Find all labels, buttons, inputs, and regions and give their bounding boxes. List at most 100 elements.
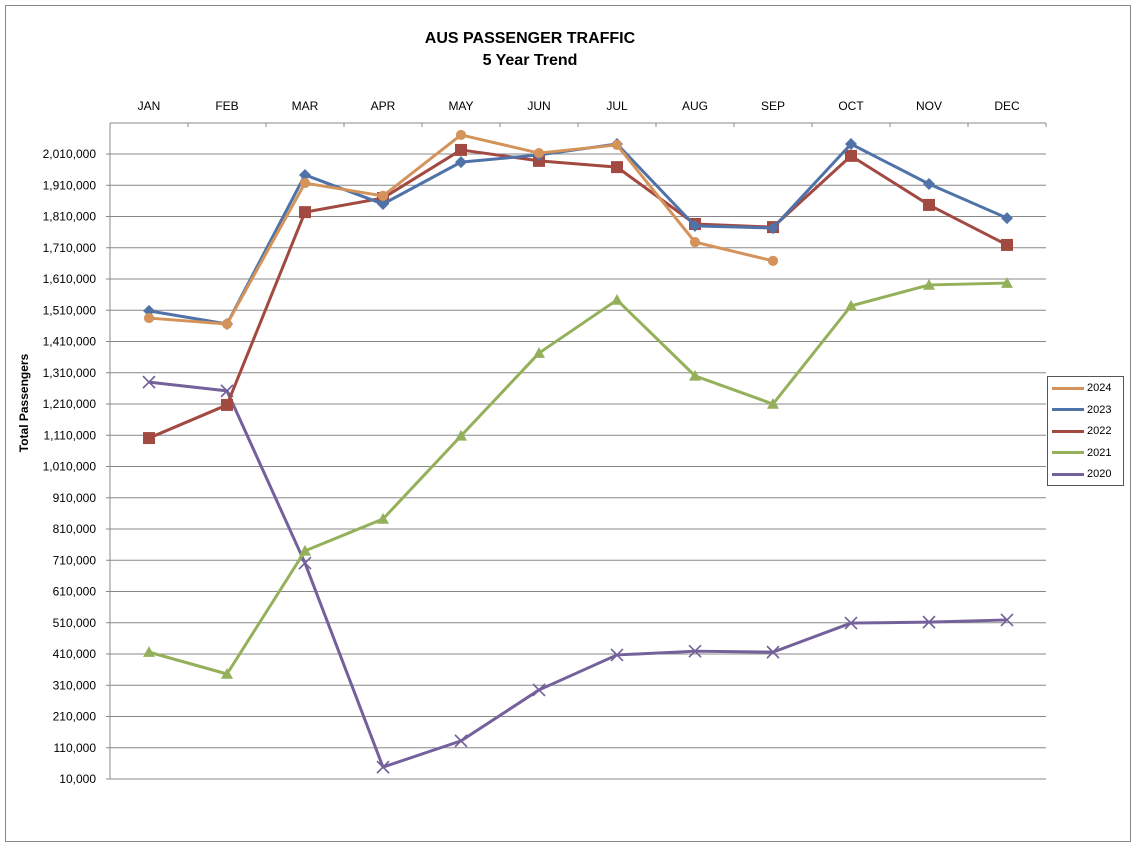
series-2024 xyxy=(143,129,779,330)
legend-label: 2021 xyxy=(1087,446,1112,459)
data-point-x xyxy=(376,760,390,774)
y-tick-label: 1,310,000 xyxy=(43,366,97,380)
y-tick-label: 110,000 xyxy=(54,741,97,755)
legend-swatch xyxy=(1052,451,1084,454)
data-point-x xyxy=(688,644,702,658)
y-axis-label: Total Passengers xyxy=(17,353,31,452)
data-point-triangle xyxy=(533,347,545,358)
data-point-circle xyxy=(299,177,311,189)
legend-label: 2022 xyxy=(1087,425,1112,437)
y-tick-label: 510,000 xyxy=(53,616,97,630)
legend-item-2020: 2020 xyxy=(1052,467,1111,481)
data-point-x xyxy=(1000,613,1014,627)
x-tick-label: JAN xyxy=(138,99,161,113)
data-point-circle xyxy=(533,147,545,159)
x-tick-label: MAR xyxy=(292,99,319,113)
legend-label: 2023 xyxy=(1087,403,1112,416)
data-point-x xyxy=(766,645,780,659)
legend-swatch xyxy=(1052,429,1084,433)
x-tick-label: JUL xyxy=(606,99,628,113)
data-point-square xyxy=(923,198,935,211)
chart-title-block: AUS PASSENGER TRAFFIC 5 Year Trend xyxy=(330,28,730,72)
data-point-x xyxy=(454,734,468,748)
data-point-triangle xyxy=(767,398,779,409)
y-tick-label: 1,810,000 xyxy=(43,210,97,224)
data-point-x xyxy=(142,375,156,389)
chart-title: AUS PASSENGER TRAFFIC xyxy=(424,30,636,47)
data-point-square xyxy=(1001,238,1013,251)
data-point-x xyxy=(532,683,546,697)
data-point-circle xyxy=(767,255,779,266)
y-tick-label: 2,010,000 xyxy=(43,147,97,161)
data-point-diamond xyxy=(689,219,701,232)
y-tick-label: 310,000 xyxy=(53,678,97,692)
data-point-diamond xyxy=(767,222,779,235)
y-tick-label: 1,110,000 xyxy=(44,428,97,442)
x-tick-label: APR xyxy=(371,99,396,113)
data-point-triangle xyxy=(923,278,935,290)
data-point-circle xyxy=(221,318,233,330)
series-2023 xyxy=(143,138,1013,330)
series-2022 xyxy=(143,143,1013,445)
series-line-2020 xyxy=(148,380,1008,769)
data-point-triangle xyxy=(611,293,623,305)
y-tick-label: 210,000 xyxy=(53,710,97,724)
y-tick-label: 10,000 xyxy=(59,772,96,786)
data-point-triangle xyxy=(455,429,467,441)
x-tick-label: MAY xyxy=(448,99,473,113)
series-2021 xyxy=(143,277,1013,679)
x-tick-label: JUN xyxy=(527,99,550,113)
data-point-circle xyxy=(689,237,701,248)
data-point-square xyxy=(845,149,857,162)
legend-label: 2020 xyxy=(1087,468,1112,480)
data-point-x xyxy=(844,616,858,630)
data-point-diamond xyxy=(845,138,857,150)
data-point-diamond xyxy=(455,156,467,169)
x-tick-label: NOV xyxy=(916,99,942,113)
x-tick-label: AUG xyxy=(682,99,708,113)
series-line-2021 xyxy=(148,281,1008,676)
data-point-square xyxy=(611,161,623,174)
data-point-triangle xyxy=(377,513,389,524)
data-point-triangle xyxy=(299,544,311,556)
data-point-x xyxy=(922,615,936,629)
data-point-diamond xyxy=(923,178,935,190)
y-tick-label: 1,510,000 xyxy=(43,303,97,317)
x-tick-label: OCT xyxy=(838,99,864,113)
legend-item-2022: 2022 xyxy=(1052,424,1111,438)
series-2020 xyxy=(142,375,1014,774)
data-point-diamond xyxy=(143,304,155,317)
y-tick-label: 810,000 xyxy=(53,522,97,536)
series-line-2022 xyxy=(148,148,1008,440)
y-tick-label: 410,000 xyxy=(53,647,97,661)
y-tick-label: 910,000 xyxy=(53,491,97,505)
y-tick-label: 1,610,000 xyxy=(43,272,97,286)
y-tick-label: 1,410,000 xyxy=(43,335,97,349)
data-point-triangle xyxy=(1001,277,1013,288)
data-point-circle xyxy=(611,139,623,151)
y-tick-label: 1,210,000 xyxy=(43,397,97,411)
data-point-circle xyxy=(143,312,155,324)
data-point-diamond xyxy=(1001,212,1013,225)
legend: 2024 2023 2022 2021 2020 xyxy=(1047,376,1124,486)
data-point-square xyxy=(143,432,155,445)
data-point-circle xyxy=(377,190,389,201)
data-point-diamond xyxy=(377,198,389,210)
data-point-square xyxy=(221,398,233,411)
legend-item-2023: 2023 xyxy=(1052,403,1111,417)
chart-subtitle: 5 Year Trend xyxy=(482,52,578,69)
chart-frame xyxy=(5,5,1131,842)
legend-swatch xyxy=(1052,472,1084,476)
legend-item-2021: 2021 xyxy=(1052,446,1111,460)
data-point-square xyxy=(299,206,311,219)
data-point-diamond xyxy=(299,168,311,181)
data-point-square xyxy=(455,143,467,156)
data-point-circle xyxy=(455,129,467,141)
data-point-triangle xyxy=(221,668,233,679)
y-tick-label: 1,910,000 xyxy=(43,178,97,192)
legend-label: 2024 xyxy=(1087,382,1112,394)
y-tick-label: 710,000 xyxy=(53,553,97,567)
x-tick-label: SEP xyxy=(761,99,785,113)
y-tick-label: 1,010,000 xyxy=(43,460,97,474)
